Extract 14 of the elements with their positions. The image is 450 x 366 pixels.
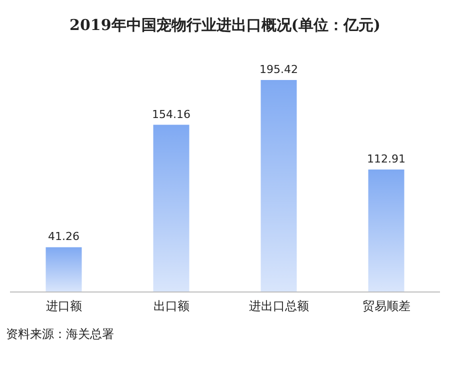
chart-title: 2019年中国宠物行业进出口概况(单位：亿元) xyxy=(70,16,380,34)
text: 资料来源：海关总署 xyxy=(6,327,114,341)
bar xyxy=(46,247,82,292)
x-tick-label: 进口额 xyxy=(46,299,82,313)
data-label: 41.26 xyxy=(48,230,80,244)
x-tick-label: 贸易顺差 xyxy=(362,299,410,313)
x-tick-label: 出口额 xyxy=(153,299,190,313)
data-label: 112.91 xyxy=(367,152,406,166)
x-tick-label: 进出口总额 xyxy=(248,299,309,313)
bar xyxy=(153,124,190,292)
data-label: 154.16 xyxy=(152,108,190,121)
data-label: 195.42 xyxy=(260,63,298,76)
bar xyxy=(260,80,297,292)
bar xyxy=(368,170,404,292)
